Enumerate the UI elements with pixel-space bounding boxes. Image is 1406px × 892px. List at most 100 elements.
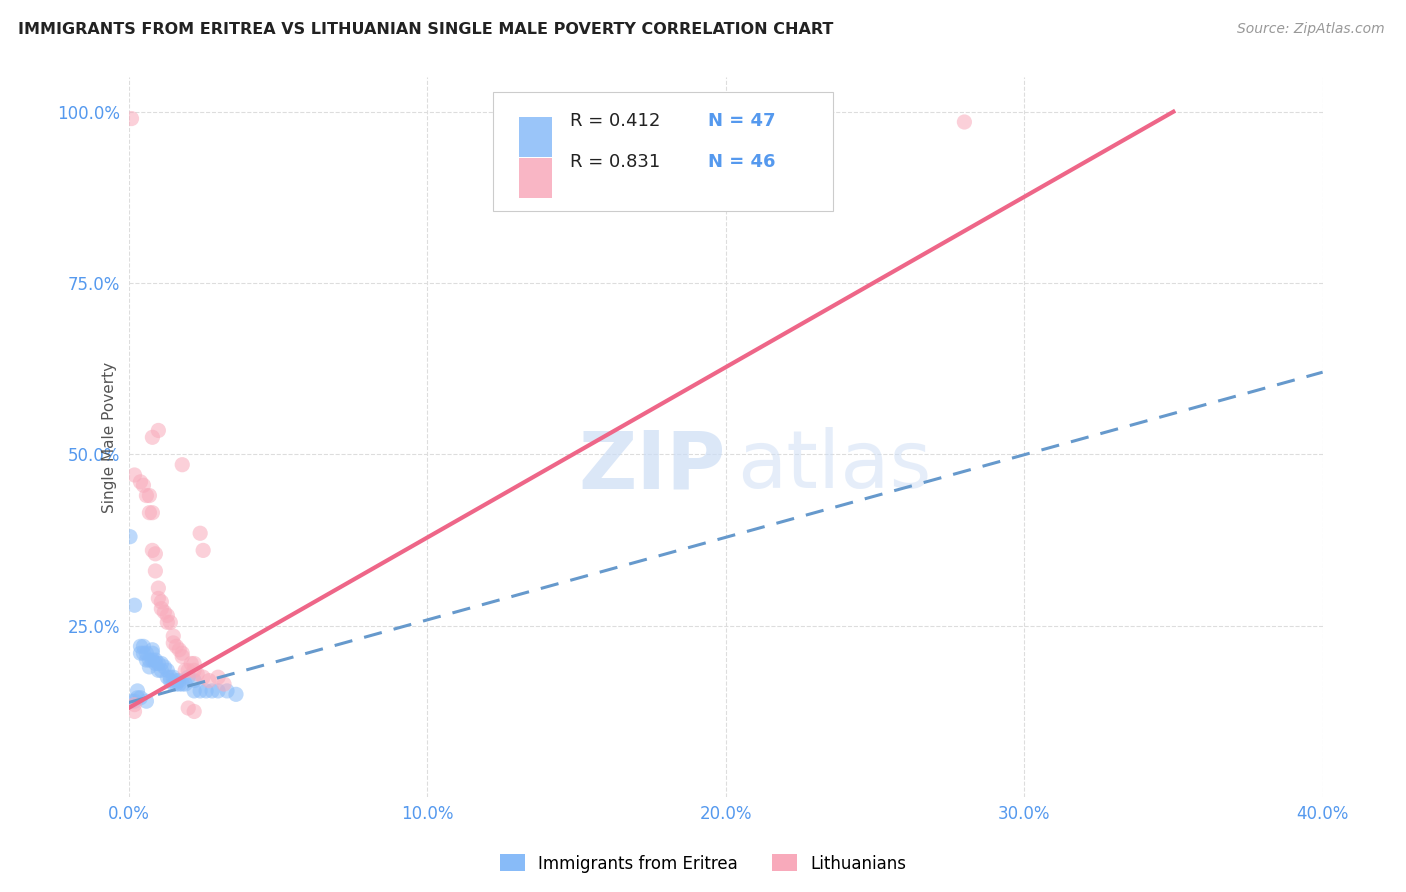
Text: Source: ZipAtlas.com: Source: ZipAtlas.com — [1237, 22, 1385, 37]
Point — [150, 595, 173, 609]
Point — [156, 608, 179, 623]
Point — [188, 684, 211, 698]
Point — [148, 591, 170, 606]
Point — [172, 458, 194, 472]
Point — [124, 694, 146, 708]
Point — [141, 506, 163, 520]
Point — [150, 664, 173, 678]
Point — [129, 475, 152, 489]
Point — [183, 673, 205, 688]
Point — [156, 670, 179, 684]
Point — [207, 684, 229, 698]
Point — [201, 684, 224, 698]
Point — [148, 424, 170, 438]
Point — [118, 530, 141, 544]
Text: atlas: atlas — [738, 427, 932, 505]
Point — [124, 599, 146, 613]
Point — [153, 605, 176, 619]
Point — [148, 581, 170, 595]
FancyBboxPatch shape — [492, 92, 832, 211]
Point — [141, 653, 163, 667]
Point — [186, 666, 208, 681]
Point — [165, 640, 187, 654]
Point — [159, 670, 181, 684]
Point — [162, 629, 184, 643]
Point — [177, 664, 200, 678]
Point — [191, 670, 214, 684]
Point — [148, 664, 170, 678]
Point — [183, 705, 205, 719]
Point — [127, 684, 149, 698]
Text: N = 46: N = 46 — [707, 153, 775, 171]
Point — [121, 694, 143, 708]
Point — [172, 649, 194, 664]
Point — [145, 547, 167, 561]
Point — [156, 664, 179, 678]
Point — [207, 670, 229, 684]
Legend: Immigrants from Eritrea, Lithuanians: Immigrants from Eritrea, Lithuanians — [494, 847, 912, 880]
Point — [121, 112, 143, 126]
Point — [183, 657, 205, 671]
Point — [129, 690, 152, 705]
Text: R = 0.831: R = 0.831 — [571, 153, 661, 171]
Point — [159, 615, 181, 630]
Point — [148, 657, 170, 671]
Text: R = 0.412: R = 0.412 — [571, 112, 661, 130]
Point — [714, 115, 737, 129]
Point — [167, 642, 190, 657]
Point — [135, 489, 157, 503]
Point — [145, 564, 167, 578]
Point — [172, 677, 194, 691]
Text: N = 47: N = 47 — [707, 112, 775, 130]
Point — [174, 677, 197, 691]
Point — [162, 636, 184, 650]
Bar — [519, 117, 553, 157]
Point — [188, 526, 211, 541]
Bar — [519, 158, 553, 198]
Point — [177, 701, 200, 715]
Point — [165, 677, 187, 691]
Point — [162, 677, 184, 691]
Point — [141, 430, 163, 444]
Point — [145, 653, 167, 667]
Point — [132, 646, 155, 660]
Point — [150, 601, 173, 615]
Point — [212, 677, 235, 691]
Point — [132, 478, 155, 492]
Text: ZIP: ZIP — [578, 427, 725, 505]
Point — [124, 698, 146, 712]
Point — [174, 664, 197, 678]
Point — [162, 670, 184, 684]
Point — [198, 673, 221, 688]
Point — [138, 506, 160, 520]
Point — [135, 646, 157, 660]
Point — [167, 677, 190, 691]
Point — [191, 543, 214, 558]
Point — [150, 657, 173, 671]
Point — [159, 673, 181, 688]
Point — [138, 489, 160, 503]
Point — [215, 684, 238, 698]
Point — [180, 657, 202, 671]
Point — [135, 694, 157, 708]
Point — [225, 687, 247, 701]
Point — [127, 690, 149, 705]
Point — [132, 640, 155, 654]
Point — [156, 615, 179, 630]
Point — [124, 468, 146, 483]
Point — [153, 660, 176, 674]
Point — [165, 673, 187, 688]
Point — [195, 684, 218, 698]
Point — [172, 646, 194, 660]
Point — [124, 705, 146, 719]
Point — [129, 646, 152, 660]
Point — [953, 115, 976, 129]
Point — [141, 646, 163, 660]
Y-axis label: Single Male Poverty: Single Male Poverty — [103, 362, 118, 513]
Point — [141, 642, 163, 657]
Text: IMMIGRANTS FROM ERITREA VS LITHUANIAN SINGLE MALE POVERTY CORRELATION CHART: IMMIGRANTS FROM ERITREA VS LITHUANIAN SI… — [18, 22, 834, 37]
Point — [135, 653, 157, 667]
Point — [138, 653, 160, 667]
Point — [145, 657, 167, 671]
Point — [183, 684, 205, 698]
